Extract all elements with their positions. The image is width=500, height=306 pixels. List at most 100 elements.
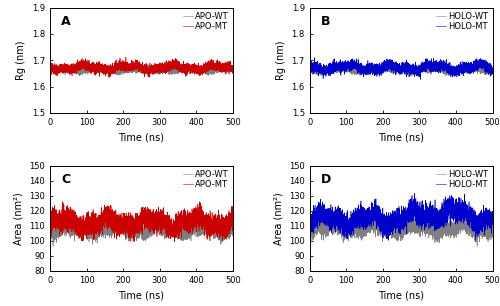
Text: A: A xyxy=(61,15,70,28)
HOLO-WT xyxy=(433,65,439,69)
Line: APO-WT: APO-WT xyxy=(50,217,233,246)
HOLO-WT xyxy=(460,211,466,215)
HOLO-WT xyxy=(342,62,348,65)
APO-WT xyxy=(174,65,180,69)
APO-MT xyxy=(230,226,236,230)
APO-WT xyxy=(136,228,141,231)
HOLO-WT xyxy=(490,68,496,72)
Line: HOLO-MT: HOLO-MT xyxy=(310,193,492,242)
Legend: APO-WT, APO-MT: APO-WT, APO-MT xyxy=(180,167,231,192)
APO-WT xyxy=(216,230,222,234)
APO-WT xyxy=(158,215,164,218)
APO-WT xyxy=(50,244,56,248)
APO-MT xyxy=(174,63,180,67)
HOLO-MT xyxy=(433,226,439,230)
HOLO-MT xyxy=(306,212,312,216)
HOLO-WT xyxy=(478,224,484,227)
APO-WT xyxy=(216,68,222,72)
HOLO-WT xyxy=(474,244,480,248)
X-axis label: Time (ns): Time (ns) xyxy=(118,290,164,300)
APO-WT xyxy=(47,236,53,239)
Line: APO-MT: APO-MT xyxy=(50,57,233,78)
Legend: HOLO-WT, HOLO-MT: HOLO-WT, HOLO-MT xyxy=(433,167,491,192)
HOLO-WT xyxy=(472,64,478,67)
HOLO-MT xyxy=(473,240,479,244)
Line: HOLO-WT: HOLO-WT xyxy=(310,63,492,77)
APO-WT xyxy=(230,65,236,69)
HOLO-MT xyxy=(472,216,478,220)
HOLO-WT xyxy=(478,72,484,75)
HOLO-MT xyxy=(433,62,439,66)
APO-WT xyxy=(212,65,218,69)
HOLO-WT xyxy=(306,228,312,232)
APO-MT xyxy=(47,226,53,230)
Y-axis label: Rg (nm): Rg (nm) xyxy=(276,40,286,80)
APO-MT xyxy=(216,224,222,228)
APO-MT xyxy=(123,55,129,59)
HOLO-MT xyxy=(395,66,401,70)
Text: D: D xyxy=(320,173,331,186)
HOLO-MT xyxy=(490,67,496,71)
HOLO-WT xyxy=(306,70,312,73)
X-axis label: Time (ns): Time (ns) xyxy=(378,132,424,142)
Text: B: B xyxy=(320,15,330,28)
HOLO-MT xyxy=(306,67,312,71)
Line: APO-WT: APO-WT xyxy=(50,64,233,76)
HOLO-MT xyxy=(342,66,348,70)
APO-WT xyxy=(136,64,141,68)
HOLO-MT xyxy=(395,226,401,230)
APO-MT xyxy=(172,240,177,244)
Legend: HOLO-WT, HOLO-MT: HOLO-WT, HOLO-MT xyxy=(433,9,491,34)
APO-MT xyxy=(212,61,218,65)
HOLO-WT xyxy=(476,67,482,71)
HOLO-WT xyxy=(472,225,478,229)
HOLO-MT xyxy=(476,62,482,65)
APO-MT xyxy=(174,223,180,226)
HOLO-WT xyxy=(433,232,439,236)
HOLO-WT xyxy=(342,66,348,69)
Y-axis label: Area (nm²): Area (nm²) xyxy=(274,192,283,244)
APO-MT xyxy=(60,200,66,203)
APO-MT xyxy=(218,64,224,68)
HOLO-MT xyxy=(490,222,496,225)
APO-MT xyxy=(106,76,112,80)
HOLO-MT xyxy=(312,56,318,60)
HOLO-MT xyxy=(476,228,482,231)
HOLO-MT xyxy=(412,192,418,195)
APO-MT xyxy=(136,65,141,69)
Y-axis label: Rg (nm): Rg (nm) xyxy=(16,40,26,80)
Text: C: C xyxy=(61,173,70,186)
HOLO-MT xyxy=(418,78,424,81)
X-axis label: Time (ns): Time (ns) xyxy=(378,290,424,300)
Y-axis label: Area (nm²): Area (nm²) xyxy=(14,192,24,244)
APO-WT xyxy=(83,228,89,232)
APO-WT xyxy=(218,230,224,233)
APO-MT xyxy=(218,217,224,221)
APO-WT xyxy=(47,65,53,68)
HOLO-WT xyxy=(476,230,482,234)
APO-MT xyxy=(83,231,89,235)
APO-MT xyxy=(212,222,218,226)
X-axis label: Time (ns): Time (ns) xyxy=(118,132,164,142)
APO-MT xyxy=(216,68,222,72)
APO-WT xyxy=(83,69,89,73)
APO-WT xyxy=(218,66,224,70)
APO-WT xyxy=(230,231,236,235)
HOLO-MT xyxy=(342,215,348,218)
APO-WT xyxy=(212,233,218,237)
Legend: APO-WT, APO-MT: APO-WT, APO-MT xyxy=(180,9,231,34)
APO-MT xyxy=(47,63,53,67)
APO-WT xyxy=(52,62,58,65)
APO-MT xyxy=(83,69,89,73)
HOLO-WT xyxy=(395,67,401,71)
HOLO-WT xyxy=(490,226,496,230)
APO-WT xyxy=(174,228,180,231)
Line: HOLO-MT: HOLO-MT xyxy=(310,58,492,80)
HOLO-WT xyxy=(408,75,414,79)
Line: APO-MT: APO-MT xyxy=(50,202,233,242)
APO-WT xyxy=(77,74,83,77)
HOLO-WT xyxy=(395,229,401,232)
HOLO-MT xyxy=(478,64,484,67)
Line: HOLO-WT: HOLO-WT xyxy=(310,213,492,246)
HOLO-MT xyxy=(478,221,484,224)
